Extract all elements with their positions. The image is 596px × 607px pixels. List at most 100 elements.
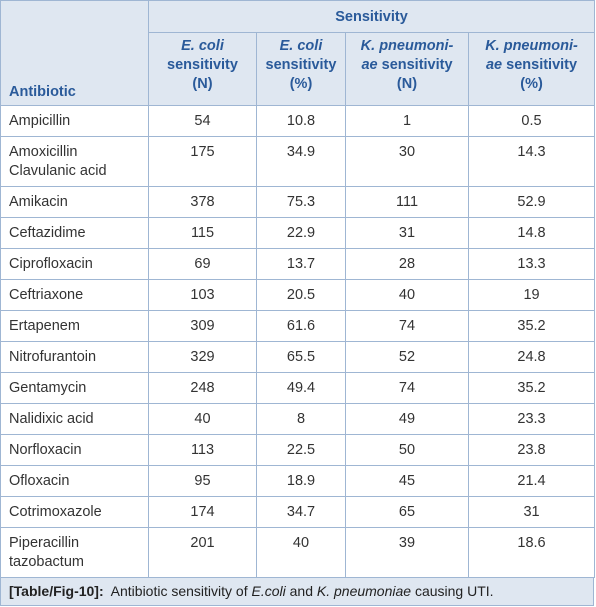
value-cell: 175 bbox=[148, 136, 257, 187]
value-cell: 19 bbox=[467, 279, 596, 311]
value-cell: 34.9 bbox=[256, 136, 346, 187]
antibiotic-name: Ampicillin bbox=[0, 105, 149, 137]
header-text: sensitivity bbox=[381, 57, 453, 73]
header-cell: K. pneumoni-ae sensitivity (%) bbox=[467, 32, 596, 106]
header-row: Antibiotic Sensitivity bbox=[0, 0, 596, 106]
value-cell: 22.9 bbox=[256, 217, 346, 249]
caption-text: Antibiotic sensitivity of bbox=[110, 583, 248, 599]
table-body: Ampicillin 54 10.8 1 0.5 Amoxicillin Clavulan… bbox=[0, 105, 596, 578]
value-cell: 69 bbox=[148, 248, 257, 280]
value-cell: 74 bbox=[345, 372, 469, 404]
antibiotic-name: Cotrimoxazole bbox=[0, 496, 149, 528]
header-text: sensitivity bbox=[506, 57, 578, 73]
header-unit: (%) bbox=[520, 76, 543, 92]
value-cell: 35.2 bbox=[467, 310, 596, 342]
value-cell: 49.4 bbox=[256, 372, 346, 404]
value-cell: 378 bbox=[148, 186, 257, 218]
value-cell: 75.3 bbox=[256, 186, 346, 218]
header-unit: (%) bbox=[289, 76, 313, 92]
value-cell: 65 bbox=[345, 496, 469, 528]
header-text: sensitivity bbox=[167, 57, 238, 73]
table-row: Nitrofurantoin 329 65.5 52 24.8 bbox=[0, 341, 596, 373]
value-cell: 23.8 bbox=[467, 434, 596, 466]
header-text: sensitivity bbox=[265, 57, 337, 73]
header-cell: E. coli sensitivity (N) bbox=[148, 32, 257, 106]
antibiotic-name: Ceftazidime bbox=[0, 217, 149, 249]
antibiotic-name: Nitrofurantoin bbox=[0, 341, 149, 373]
value-cell: 74 bbox=[345, 310, 469, 342]
header-line: ae sensitivity bbox=[477, 56, 586, 75]
value-cell: 111 bbox=[345, 186, 469, 218]
header-organism: ae bbox=[485, 57, 503, 73]
value-cell: 248 bbox=[148, 372, 257, 404]
value-cell: 1 bbox=[345, 105, 469, 137]
antibiotic-name: Gentamycin bbox=[0, 372, 149, 404]
value-cell: 30 bbox=[345, 136, 469, 187]
table-row: Ofloxacin 95 18.9 45 21.4 bbox=[0, 465, 596, 497]
header-line: sensitivity bbox=[265, 56, 337, 75]
table-row: Ciprofloxacin 69 13.7 28 13.3 bbox=[0, 248, 596, 280]
caption-text: [Table/Fig-10]: bbox=[9, 583, 104, 599]
antibiotic-name: Ciprofloxacin bbox=[0, 248, 149, 280]
value-cell: 49 bbox=[345, 403, 469, 435]
header-unit: (N) bbox=[396, 76, 418, 92]
header-organism: ae bbox=[361, 57, 378, 73]
header-unit: (N) bbox=[192, 76, 213, 92]
value-cell: 329 bbox=[148, 341, 257, 373]
header-line: ae sensitivity bbox=[354, 56, 460, 75]
value-cell: 22.5 bbox=[256, 434, 346, 466]
antibiotic-name: Nalidixic acid bbox=[0, 403, 149, 435]
value-cell: 40 bbox=[148, 403, 257, 435]
table-row: Nalidixic acid 40 8 49 23.3 bbox=[0, 403, 596, 435]
value-cell: 10.8 bbox=[256, 105, 346, 137]
antibiotic-name: Amoxicillin Clavulanic acid bbox=[0, 136, 149, 187]
group-header: Sensitivity bbox=[147, 0, 596, 33]
table-row: Ertapenem 309 61.6 74 35.2 bbox=[0, 310, 596, 342]
antibiotic-name: Norfloxacin bbox=[0, 434, 149, 466]
value-cell: 113 bbox=[148, 434, 257, 466]
value-cell: 8 bbox=[256, 403, 346, 435]
value-cell: 0.5 bbox=[467, 105, 596, 137]
header-organism: K. pneumoni- bbox=[485, 38, 578, 54]
caption-text: E.coli bbox=[251, 583, 286, 599]
table-row: Gentamycin 248 49.4 74 35.2 bbox=[0, 372, 596, 404]
value-cell: 31 bbox=[345, 217, 469, 249]
table-row: Ampicillin 54 10.8 1 0.5 bbox=[0, 105, 596, 137]
value-cell: 24.8 bbox=[467, 341, 596, 373]
value-cell: 309 bbox=[148, 310, 257, 342]
antibiotic-name: Amikacin bbox=[0, 186, 149, 218]
caption: [Table/Fig-10]: Antibiotic sensitivity o… bbox=[0, 578, 594, 606]
antibiotic-name: Piperacillin tazobactum bbox=[0, 527, 149, 578]
value-cell: 50 bbox=[345, 434, 469, 466]
table-row: Ceftazidime 115 22.9 31 14.8 bbox=[0, 217, 596, 249]
value-cell: 40 bbox=[256, 527, 346, 578]
value-cell: 21.4 bbox=[467, 465, 596, 497]
value-cell: 39 bbox=[345, 527, 469, 578]
antibiotic-name: Ertapenem bbox=[0, 310, 149, 342]
table-row: Amikacin 378 75.3 111 52.9 bbox=[0, 186, 596, 218]
value-cell: 13.7 bbox=[256, 248, 346, 280]
value-cell: 14.8 bbox=[467, 217, 596, 249]
table-row: Amoxicillin Clavulanic acid 175 34.9 30 14.3 bbox=[0, 136, 596, 187]
header-cell: Antibiotic bbox=[0, 0, 149, 106]
header-line: sensitivity bbox=[157, 56, 248, 75]
value-cell: 14.3 bbox=[467, 136, 596, 187]
value-cell: 23.3 bbox=[467, 403, 596, 435]
value-cell: 65.5 bbox=[256, 341, 346, 373]
table-head: Antibiotic Sensitivity E. coli sensitivit… bbox=[0, 0, 596, 106]
table-row: Ceftriaxone 103 20.5 40 19 bbox=[0, 279, 596, 311]
header-organism: E. coli bbox=[181, 38, 224, 54]
table-row: Cotrimoxazole 174 34.7 65 31 bbox=[0, 496, 596, 528]
value-cell: 31 bbox=[467, 496, 596, 528]
table-row: Norfloxacin 113 22.5 50 23.8 bbox=[0, 434, 596, 466]
value-cell: 54 bbox=[148, 105, 257, 137]
caption-text: and bbox=[289, 583, 313, 599]
caption-text: causing UTI. bbox=[414, 583, 494, 599]
value-cell: 20.5 bbox=[256, 279, 346, 311]
value-cell: 18.9 bbox=[256, 465, 346, 497]
value-cell: 45 bbox=[345, 465, 469, 497]
value-cell: 13.3 bbox=[467, 248, 596, 280]
value-cell: 95 bbox=[148, 465, 257, 497]
